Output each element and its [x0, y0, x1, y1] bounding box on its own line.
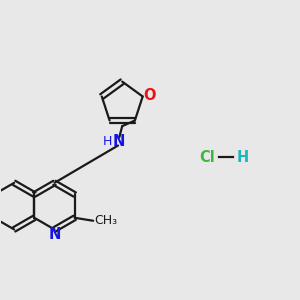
Text: CH₃: CH₃ — [95, 214, 118, 227]
Text: H: H — [237, 150, 249, 165]
Text: N: N — [113, 134, 125, 148]
Text: H: H — [103, 134, 112, 148]
Text: O: O — [144, 88, 156, 104]
Text: N: N — [48, 227, 61, 242]
Text: Cl: Cl — [199, 150, 215, 165]
